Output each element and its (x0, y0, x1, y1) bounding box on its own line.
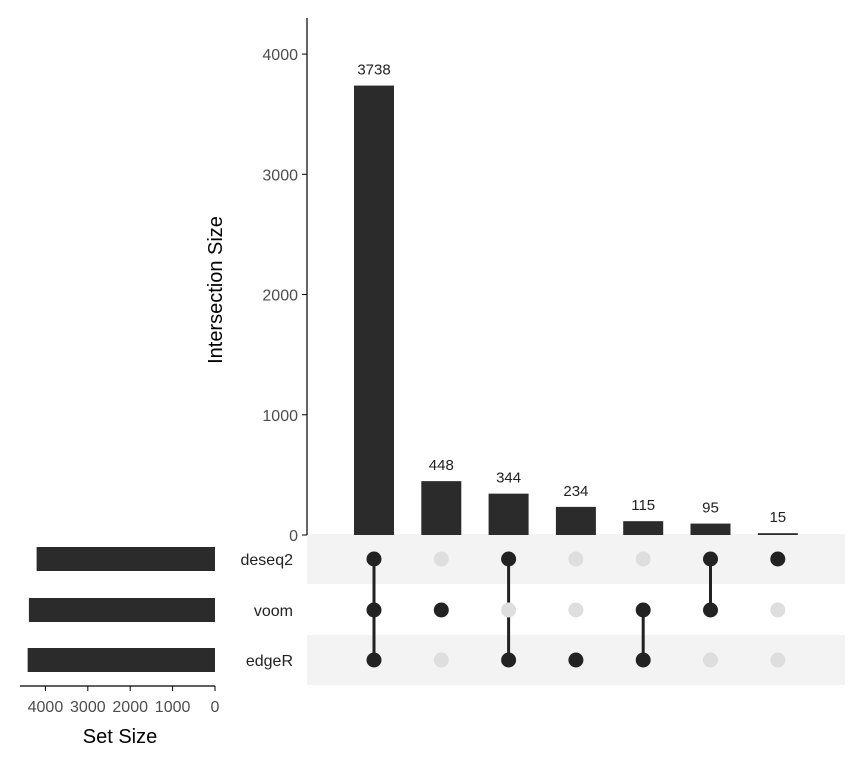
set-name-labels: deseq2 voom edgeR (241, 552, 294, 670)
intersection-bar (690, 523, 731, 535)
matrix-dot-inactive (568, 551, 584, 567)
set-size-tick-label: 4000 (28, 699, 64, 716)
matrix-dot-active (770, 551, 786, 567)
matrix-dot-active (501, 551, 517, 567)
intersection-bar-label: 95 (702, 500, 719, 517)
intersection-tick-label: 4000 (262, 47, 298, 64)
intersection-bar (623, 521, 664, 535)
matrix-dot-inactive (635, 551, 651, 567)
intersection-tick-label: 2000 (262, 288, 298, 305)
matrix-dot-active (433, 602, 449, 618)
set-size-bar (28, 598, 215, 622)
matrix-dot-inactive (501, 602, 517, 618)
set-size-tick-label: 2000 (112, 699, 148, 716)
matrix-dot-inactive (433, 551, 449, 567)
set-size-axis-title: Set Size (83, 726, 157, 748)
matrix-dot-active (366, 652, 382, 668)
intersection-bar-label: 115 (631, 497, 655, 514)
intersection-bar (488, 493, 529, 535)
intersection-matrix (366, 551, 786, 668)
y-axis-title: Intersection Size (205, 216, 227, 364)
matrix-dot-active (501, 652, 517, 668)
set-name-label: voom (254, 603, 293, 620)
intersection-bar-label: 15 (769, 509, 786, 526)
set-size-tick-label: 0 (211, 699, 220, 716)
matrix-dot-active (635, 652, 651, 668)
matrix-dot-active (635, 602, 651, 618)
set-size-tick-label: 3000 (70, 699, 106, 716)
matrix-dot-active (568, 652, 584, 668)
intersection-tick-label: 1000 (262, 408, 298, 425)
intersection-bar (555, 506, 596, 535)
set-name-label: edgeR (246, 653, 293, 670)
matrix-dot-inactive (770, 652, 786, 668)
intersection-bar-label: 344 (496, 470, 521, 487)
set-name-label: deseq2 (241, 552, 294, 569)
set-size-tick-label: 1000 (155, 699, 191, 716)
intersection-bar-label: 3738 (357, 62, 390, 79)
matrix-dot-inactive (433, 652, 449, 668)
matrix-dot-inactive (770, 602, 786, 618)
intersection-axis: 0 1000 2000 3000 4000 (262, 18, 308, 545)
matrix-dot-inactive (568, 602, 584, 618)
set-size-bar (27, 648, 216, 672)
intersection-bar-label: 234 (563, 483, 588, 500)
matrix-dot-inactive (703, 652, 718, 668)
set-size-bars (27, 547, 216, 672)
matrix-dot-active (703, 551, 718, 567)
intersection-bar (757, 533, 798, 535)
set-size-axis: 4000 3000 2000 1000 0 (20, 685, 220, 716)
intersection-tick-label: 3000 (262, 167, 298, 184)
intersection-bars: 3738 448 344 234 115 95 15 (354, 62, 798, 536)
intersection-bar-label: 448 (429, 457, 454, 474)
set-size-bar (36, 547, 216, 571)
matrix-dot-active (703, 602, 718, 618)
intersection-bar (421, 481, 462, 535)
matrix-dot-active (366, 551, 382, 567)
intersection-tick-label: 0 (289, 528, 298, 545)
matrix-dot-active (366, 602, 382, 618)
intersection-bar (354, 85, 394, 536)
